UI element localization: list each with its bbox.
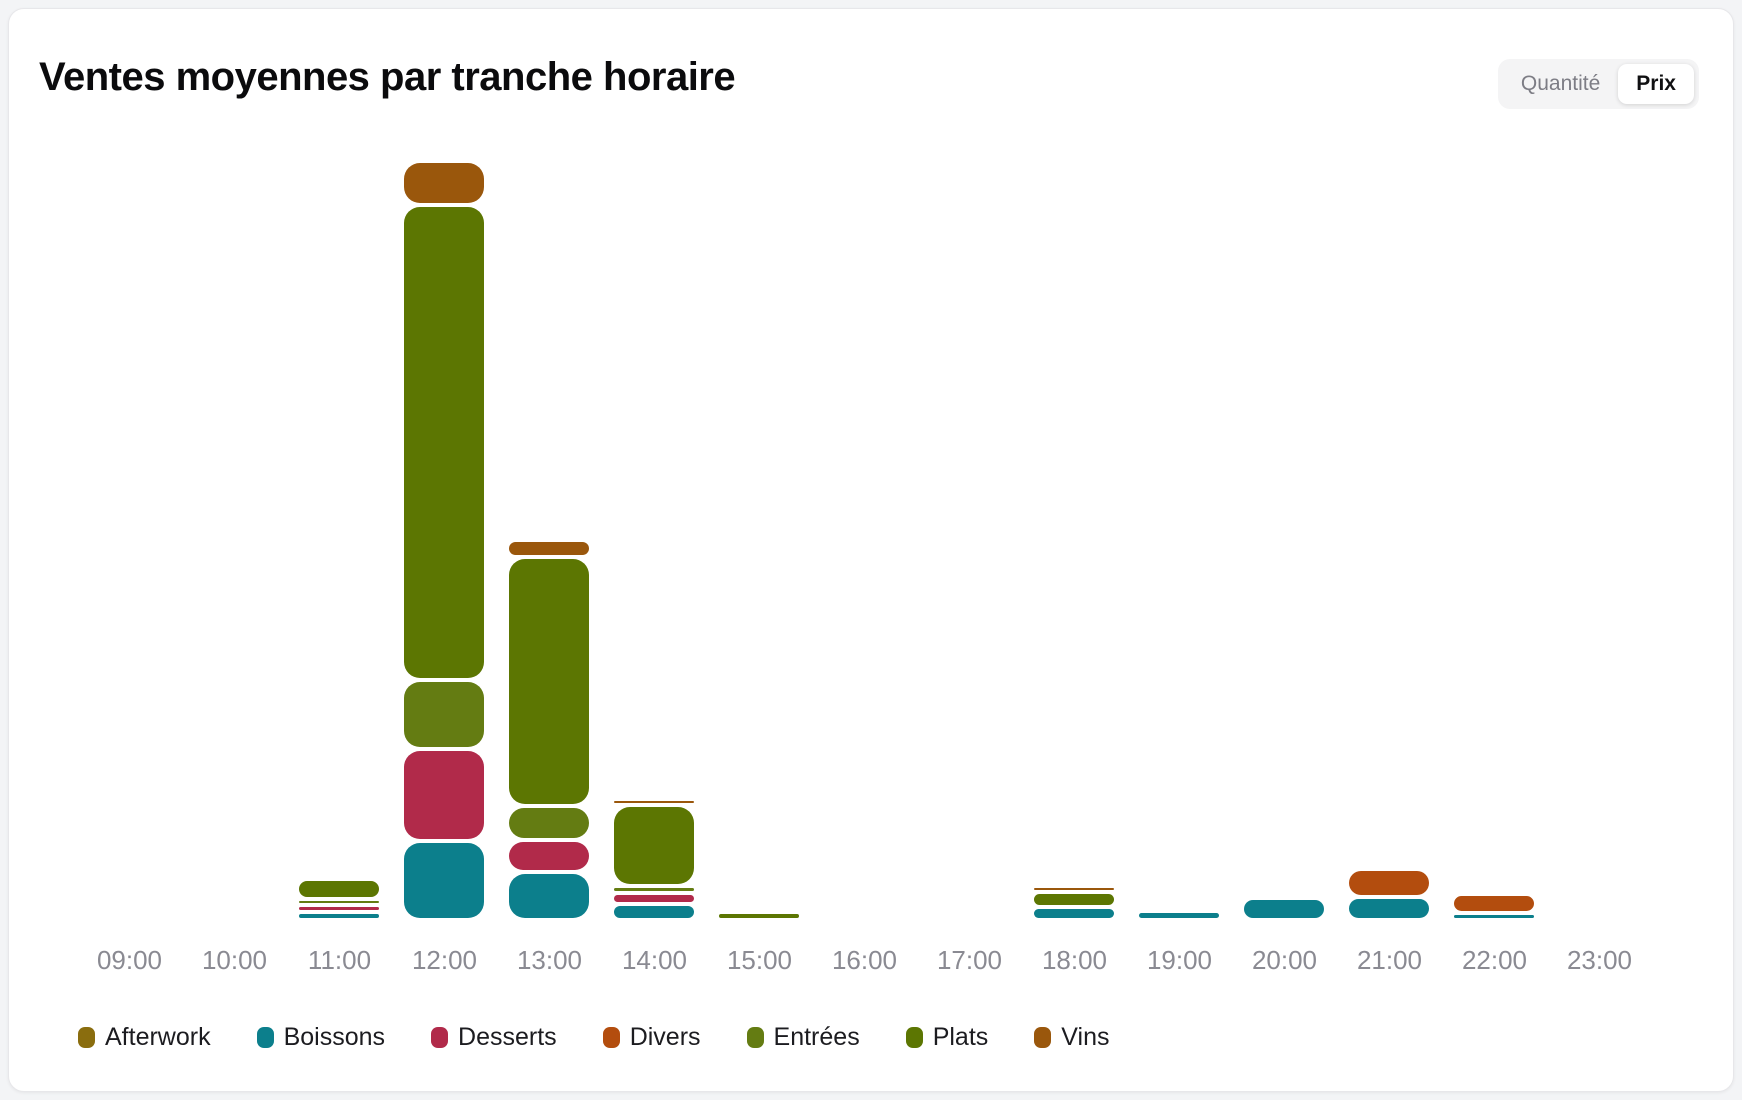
legend-color-dot-Afterwork bbox=[78, 1027, 95, 1048]
bar-segment-12:00-Boissons[interactable] bbox=[404, 843, 484, 918]
x-axis-label-21:00: 21:00 bbox=[1356, 945, 1423, 975]
legend-label-Entrées: Entrées bbox=[773, 1023, 860, 1051]
x-axis-label-15:00: 15:00 bbox=[726, 945, 793, 975]
x-axis-label-18:00: 18:00 bbox=[1041, 945, 1108, 975]
x-axis-label-11:00: 11:00 bbox=[307, 945, 372, 975]
bar-segment-11:00-Desserts[interactable] bbox=[299, 907, 379, 910]
legend-item-Afterwork[interactable]: Afterwork bbox=[78, 1023, 211, 1052]
x-axis-label-16:00: 16:00 bbox=[831, 945, 898, 975]
legend-item-Vins[interactable]: Vins bbox=[1034, 1023, 1109, 1052]
chart-card: Ventes moyennes par tranche horaire Quan… bbox=[8, 8, 1734, 1092]
legend-color-dot-Vins bbox=[1034, 1027, 1052, 1048]
bar-segment-22:00-Divers[interactable] bbox=[1454, 896, 1534, 911]
bar-segment-20:00-Boissons[interactable] bbox=[1244, 900, 1324, 918]
legend-color-dot-Plats bbox=[905, 1027, 923, 1048]
bar-segment-22:00-Boissons[interactable] bbox=[1454, 915, 1534, 918]
toggle-prix-button[interactable]: Prix bbox=[1618, 64, 1694, 104]
view-toggle: Quantité Prix bbox=[1497, 59, 1699, 109]
legend-label-Boissons: Boissons bbox=[283, 1023, 386, 1051]
legend-color-dot-Entrées bbox=[746, 1027, 764, 1048]
page-title: Ventes moyennes par tranche horaire bbox=[39, 55, 736, 99]
bar-segment-14:00-Boissons[interactable] bbox=[614, 906, 694, 918]
bar-segment-12:00-Vins[interactable] bbox=[404, 163, 484, 203]
bar-segment-14:00-Vins[interactable] bbox=[614, 801, 694, 803]
x-axis-label-23:00: 23:00 bbox=[1566, 945, 1633, 975]
toggle-quantite-button[interactable]: Quantité bbox=[1503, 64, 1618, 104]
x-axis-label-19:00: 19:00 bbox=[1146, 945, 1213, 975]
legend-label-Afterwork: Afterwork bbox=[105, 1023, 211, 1051]
bar-segment-12:00-Plats[interactable] bbox=[404, 207, 484, 678]
bar-segment-13:00-Plats[interactable] bbox=[509, 559, 589, 804]
x-axis-label-17:00: 17:00 bbox=[936, 945, 1003, 975]
bar-segment-15:00-Plats[interactable] bbox=[719, 914, 799, 918]
legend-item-Entrées[interactable]: Entrées bbox=[746, 1023, 860, 1052]
legend-label-Desserts: Desserts bbox=[458, 1023, 557, 1051]
x-axis-label-12:00: 12:00 bbox=[411, 945, 478, 975]
bar-segment-13:00-Boissons[interactable] bbox=[509, 874, 589, 918]
bar-segment-14:00-Entrées[interactable] bbox=[614, 888, 694, 891]
legend-item-Plats[interactable]: Plats bbox=[905, 1023, 989, 1052]
bar-segment-13:00-Entrées[interactable] bbox=[509, 808, 589, 838]
bar-segment-11:00-Entrées[interactable] bbox=[299, 901, 379, 903]
bar-segment-12:00-Desserts[interactable] bbox=[404, 751, 484, 839]
legend-item-Desserts[interactable]: Desserts bbox=[431, 1023, 557, 1052]
bar-segment-13:00-Desserts[interactable] bbox=[509, 842, 589, 870]
x-axis-label-20:00: 20:00 bbox=[1251, 945, 1318, 975]
bar-segment-11:00-Plats[interactable] bbox=[299, 881, 379, 897]
legend-item-Divers[interactable]: Divers bbox=[602, 1023, 701, 1052]
bar-segment-18:00-Vins[interactable] bbox=[1034, 888, 1114, 890]
x-axis-label-10:00: 10:00 bbox=[201, 945, 268, 975]
bar-segment-18:00-Boissons[interactable] bbox=[1034, 909, 1114, 918]
legend-item-Boissons[interactable]: Boissons bbox=[256, 1023, 386, 1052]
x-axis-label-09:00: 09:00 bbox=[96, 945, 163, 975]
x-axis-label-13:00: 13:00 bbox=[516, 945, 583, 975]
bar-segment-14:00-Plats[interactable] bbox=[614, 807, 694, 884]
legend-color-dot-Boissons bbox=[256, 1027, 274, 1048]
legend-label-Divers: Divers bbox=[629, 1023, 701, 1051]
legend-color-dot-Desserts bbox=[431, 1027, 449, 1048]
bar-segment-11:00-Boissons[interactable] bbox=[299, 914, 379, 918]
x-axis-label-22:00: 22:00 bbox=[1461, 945, 1528, 975]
bar-segment-13:00-Vins[interactable] bbox=[509, 542, 589, 555]
bar-segment-19:00-Boissons[interactable] bbox=[1139, 913, 1219, 918]
bar-segment-18:00-Plats[interactable] bbox=[1034, 894, 1114, 905]
x-axis-label-14:00: 14:00 bbox=[621, 945, 688, 975]
bar-segment-21:00-Divers[interactable] bbox=[1349, 871, 1429, 895]
legend-label-Plats: Plats bbox=[932, 1023, 989, 1051]
chart-legend: Afterwork Boissons Desserts Divers Entrées Pl… bbox=[78, 1023, 1109, 1052]
bar-segment-12:00-Entrées[interactable] bbox=[404, 682, 484, 747]
x-axis: 09:00 10:00 11:00 12:00 13:00 14:00 15:00 16:00… bbox=[9, 945, 1735, 985]
legend-label-Vins: Vins bbox=[1061, 1023, 1110, 1051]
bar-segment-21:00-Boissons[interactable] bbox=[1349, 899, 1429, 918]
legend-color-dot-Divers bbox=[602, 1027, 620, 1048]
bar-segment-14:00-Desserts[interactable] bbox=[614, 895, 694, 902]
stacked-bar-chart bbox=[9, 134, 1735, 918]
